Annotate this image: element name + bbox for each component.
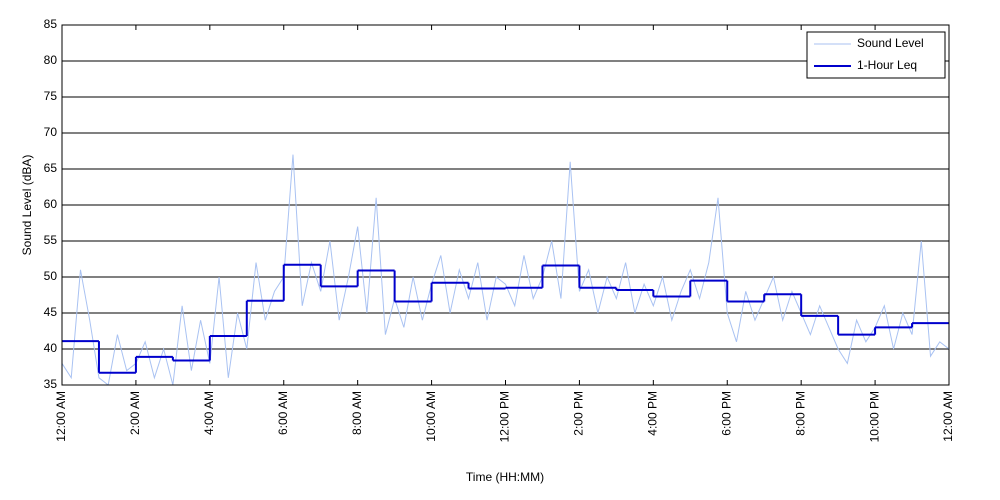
x-tick-label: 12:00 PM bbox=[498, 391, 512, 442]
x-tick-label: 8:00 PM bbox=[793, 391, 807, 436]
x-tick-label: 4:00 AM bbox=[202, 391, 216, 435]
x-tick-label: 4:00 PM bbox=[646, 391, 660, 436]
x-axis-label: Time (HH:MM) bbox=[466, 470, 544, 484]
y-tick-label: 85 bbox=[44, 17, 58, 31]
x-tick-label: 12:00 AM bbox=[941, 391, 955, 442]
legend-label: 1-Hour Leq bbox=[857, 58, 917, 72]
x-tick-label: 12:00 AM bbox=[54, 391, 68, 442]
y-tick-label: 75 bbox=[44, 89, 58, 103]
plot-data bbox=[62, 154, 949, 385]
y-tick-label: 45 bbox=[44, 305, 58, 319]
leq-riser bbox=[97, 264, 914, 373]
legend-label: Sound Level bbox=[857, 36, 924, 50]
y-axis-label: Sound Level (dBA) bbox=[20, 155, 34, 256]
x-tick-label: 8:00 AM bbox=[350, 391, 364, 435]
x-tick-label: 2:00 PM bbox=[572, 391, 586, 436]
y-tick-label: 60 bbox=[44, 197, 58, 211]
x-tick-label: 6:00 AM bbox=[276, 391, 290, 435]
legend-box bbox=[806, 31, 946, 79]
x-tick-label: 10:00 PM bbox=[867, 391, 881, 442]
y-tick-label: 70 bbox=[44, 125, 58, 139]
plot-frame bbox=[61, 24, 950, 386]
y-tick-label: 55 bbox=[44, 233, 58, 247]
y-tick-label: 65 bbox=[44, 161, 58, 175]
y-tick-label: 80 bbox=[44, 53, 58, 67]
x-tick-label: 6:00 PM bbox=[719, 391, 733, 436]
y-tick-label: 40 bbox=[44, 341, 58, 355]
y-tick-label: 35 bbox=[44, 377, 58, 391]
x-tick-label: 10:00 AM bbox=[424, 391, 438, 442]
y-tick-label: 50 bbox=[44, 269, 58, 283]
x-tick-label: 2:00 AM bbox=[128, 391, 142, 435]
